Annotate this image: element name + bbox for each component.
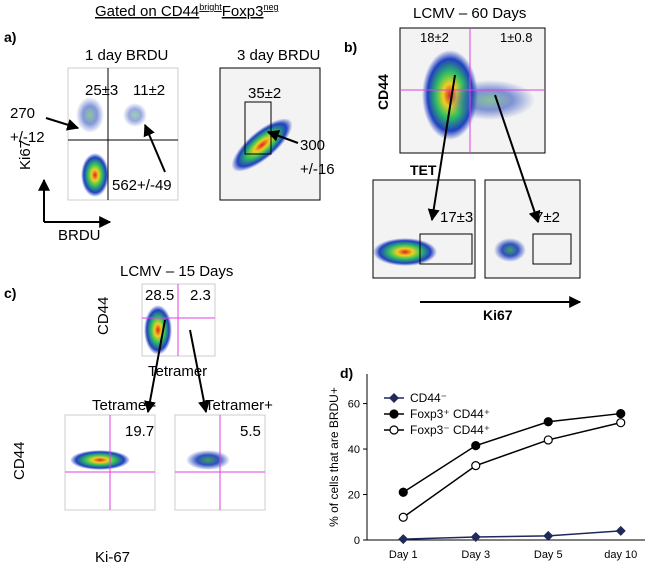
arrow xyxy=(494,94,541,224)
flow-density xyxy=(373,238,437,266)
legend-label: CD44⁻ xyxy=(410,391,447,405)
legend-label: Foxp3⁻ CD44⁺ xyxy=(410,423,490,437)
axis-label: CD44 xyxy=(11,442,28,480)
x-tick-label: Day 3 xyxy=(461,549,490,561)
plot-title: 1 day BRDU xyxy=(85,47,168,64)
plot-title: Tetramer+ xyxy=(205,397,273,414)
quadrant-value: 2.3 xyxy=(190,287,211,304)
data-point xyxy=(470,532,481,543)
quadrant-value: 11±2 xyxy=(133,82,165,99)
data-point xyxy=(398,534,409,545)
panel-label: d) xyxy=(340,365,353,381)
data-point xyxy=(398,487,408,497)
quadrant-value: 1±0.8 xyxy=(500,30,532,45)
arrow xyxy=(427,74,456,222)
axis-label: CD44 xyxy=(95,297,112,335)
data-point xyxy=(543,417,553,427)
quadrant-value: 28.5 xyxy=(145,287,174,304)
annotation: +/-12 xyxy=(10,129,45,146)
y-tick-label: 40 xyxy=(348,444,360,456)
quadrant-value: 19.7 xyxy=(125,423,154,440)
data-point xyxy=(615,525,626,536)
y-axis-label: % of cells that are BRDU+ xyxy=(327,387,341,527)
plot-title: LCMV – 15 Days xyxy=(120,263,233,280)
series-line xyxy=(402,421,621,518)
y-tick-label: 0 xyxy=(354,535,360,547)
arrow xyxy=(144,319,166,414)
annotation: 562+/-49 xyxy=(112,177,172,194)
plot-title: Tetramer- xyxy=(92,397,156,414)
annotation: 270 xyxy=(10,105,35,122)
series-line xyxy=(402,412,621,493)
axis-label: TET xyxy=(410,162,437,178)
axis-label: Tetramer xyxy=(148,363,207,380)
y-tick-label: 20 xyxy=(348,490,360,502)
data-point xyxy=(543,530,554,541)
legend-marker xyxy=(389,393,399,403)
flow-density xyxy=(76,97,104,133)
series-line xyxy=(403,530,621,540)
flow-density xyxy=(144,305,172,355)
x-tick-label: Day 5 xyxy=(534,549,563,561)
data-point xyxy=(543,435,553,445)
data-point xyxy=(616,418,626,428)
gate-box xyxy=(419,233,473,265)
plot-title: LCMV – 60 Days xyxy=(413,5,526,22)
gate-title: Gated on CD44brightFoxp3neg xyxy=(95,2,278,20)
data-point xyxy=(471,461,481,471)
arrow xyxy=(266,130,299,144)
gate-box xyxy=(532,233,572,265)
flow-density xyxy=(186,450,230,470)
axis-label: Ki67 xyxy=(483,307,513,323)
arrow xyxy=(189,329,210,414)
quadrant-value: 18±2 xyxy=(420,30,449,45)
x-tick-label: Day 1 xyxy=(389,549,418,561)
quadrant-value: 5.5 xyxy=(240,423,261,440)
axis-label: Ki-67 xyxy=(95,549,130,566)
panel-label: a) xyxy=(4,29,16,45)
flow-density xyxy=(70,450,130,470)
flow-density xyxy=(494,238,526,262)
arrow xyxy=(143,123,166,173)
x-tick-label: day 10 xyxy=(604,549,637,561)
panel-label: b) xyxy=(344,39,357,55)
line-chart: 0 20 40 60 Day 1 Day 3 Day 5 day 10 % of cells t… xyxy=(327,374,645,561)
legend-marker xyxy=(389,425,399,435)
axis-label: Ki67 xyxy=(17,140,34,170)
gate-box xyxy=(244,101,272,155)
gate-value: 17±3 xyxy=(440,209,473,226)
y-tick-label: 60 xyxy=(348,399,360,411)
annotation: 300 xyxy=(300,137,325,154)
gate-value: 7±2 xyxy=(535,209,560,226)
data-point xyxy=(471,441,481,451)
axis-label: CD44 xyxy=(375,74,391,110)
flow-density xyxy=(123,103,147,127)
legend-marker xyxy=(389,409,399,419)
quadrant-value: 25±3 xyxy=(85,82,118,99)
plot-title: 3 day BRDU xyxy=(237,47,320,64)
gate-value: 35±2 xyxy=(248,85,281,102)
data-point xyxy=(398,512,408,522)
legend-label: Foxp3⁺ CD44⁺ xyxy=(410,407,490,421)
flow-density xyxy=(81,153,109,197)
arrow xyxy=(45,117,80,131)
flow-density xyxy=(445,80,535,120)
data-point xyxy=(616,408,626,419)
panel-label: c) xyxy=(4,285,16,301)
axis-label: BRDU xyxy=(58,227,101,244)
annotation: +/-16 xyxy=(300,161,335,178)
